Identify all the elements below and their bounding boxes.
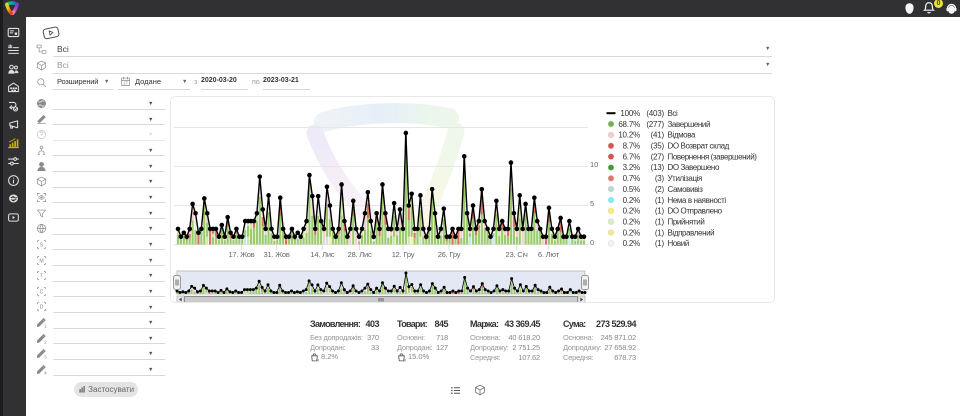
svg-text:10.2%: 10.2% bbox=[618, 131, 640, 140]
svg-text:3: 3 bbox=[44, 355, 47, 360]
svg-text:23. Січ: 23. Січ bbox=[506, 250, 528, 259]
svg-text:28. Лис: 28. Лис bbox=[348, 250, 372, 259]
svg-text:(403): (403) bbox=[646, 109, 664, 118]
svg-text:(1): (1) bbox=[655, 228, 665, 237]
svg-text:0.5%: 0.5% bbox=[623, 185, 641, 194]
svg-text:2: 2 bbox=[44, 339, 47, 344]
svg-text:D: D bbox=[40, 305, 44, 311]
svg-text:DO Отправлено: DO Отправлено bbox=[668, 207, 723, 216]
svg-text:1: 1 bbox=[44, 323, 47, 328]
svg-text:(27): (27) bbox=[651, 152, 665, 161]
svg-text:Новий: Новий bbox=[668, 239, 689, 248]
svg-text:Утилізація: Утилізація bbox=[668, 174, 703, 183]
svg-text:(1): (1) bbox=[655, 196, 665, 205]
svg-text:0: 0 bbox=[590, 238, 594, 247]
svg-text:5: 5 bbox=[590, 199, 594, 208]
svg-text:26. Гру: 26. Гру bbox=[438, 250, 461, 259]
svg-text:(1): (1) bbox=[655, 218, 665, 227]
svg-text:0.2%: 0.2% bbox=[623, 196, 641, 205]
svg-text:31. Жов: 31. Жов bbox=[264, 250, 290, 259]
svg-text:DO Возврат склад: DO Возврат склад bbox=[668, 142, 730, 151]
svg-text:68.7%: 68.7% bbox=[618, 120, 640, 129]
svg-text:(13): (13) bbox=[651, 163, 665, 172]
svg-text:4: 4 bbox=[44, 370, 47, 375]
svg-text:S: S bbox=[40, 242, 44, 248]
svg-text:Повернення (завершений): Повернення (завершений) bbox=[668, 152, 758, 161]
svg-text:Завершений: Завершений bbox=[668, 120, 711, 129]
svg-text:T: T bbox=[40, 274, 44, 280]
svg-text:%: % bbox=[316, 359, 319, 362]
svg-text:(277): (277) bbox=[646, 120, 664, 129]
svg-text:100%: 100% bbox=[620, 109, 640, 118]
svg-text:6.7%: 6.7% bbox=[623, 152, 641, 161]
svg-text:8.7%: 8.7% bbox=[623, 142, 641, 151]
svg-text:C: C bbox=[40, 289, 44, 295]
svg-text:Всі: Всі bbox=[668, 109, 679, 118]
svg-text:14. Лис: 14. Лис bbox=[310, 250, 334, 259]
svg-text:(41): (41) bbox=[651, 131, 665, 140]
svg-text:17: 17 bbox=[123, 81, 128, 86]
svg-text:(1): (1) bbox=[655, 207, 665, 216]
svg-text:Відмова: Відмова bbox=[668, 131, 696, 140]
svg-text:%: % bbox=[403, 359, 406, 362]
svg-text:(2): (2) bbox=[655, 185, 665, 194]
svg-text:17. Жов: 17. Жов bbox=[228, 250, 254, 259]
svg-text:3.2%: 3.2% bbox=[623, 163, 641, 172]
svg-text:Нема в наявності: Нема в наявності bbox=[668, 196, 727, 205]
svg-text:0.2%: 0.2% bbox=[623, 228, 641, 237]
svg-text:0.2%: 0.2% bbox=[623, 239, 641, 248]
svg-text:12. Гру: 12. Гру bbox=[392, 250, 415, 259]
svg-text:(35): (35) bbox=[651, 142, 665, 151]
svg-text:DO Завершено: DO Завершено bbox=[668, 163, 720, 172]
svg-text:Самовивіз: Самовивіз bbox=[668, 185, 704, 194]
svg-text:0.2%: 0.2% bbox=[623, 218, 641, 227]
svg-text:10: 10 bbox=[590, 160, 598, 169]
svg-text:6. Лют: 6. Лют bbox=[538, 250, 560, 259]
svg-text:0.2%: 0.2% bbox=[623, 207, 641, 216]
svg-text:0.7%: 0.7% bbox=[623, 174, 641, 183]
svg-text:(1): (1) bbox=[655, 239, 665, 248]
svg-text:Прийнятий: Прийнятий bbox=[668, 218, 705, 227]
svg-text:(3): (3) bbox=[655, 174, 665, 183]
svg-text:Відправлений: Відправлений bbox=[668, 228, 715, 237]
svg-text:M: M bbox=[39, 258, 43, 264]
